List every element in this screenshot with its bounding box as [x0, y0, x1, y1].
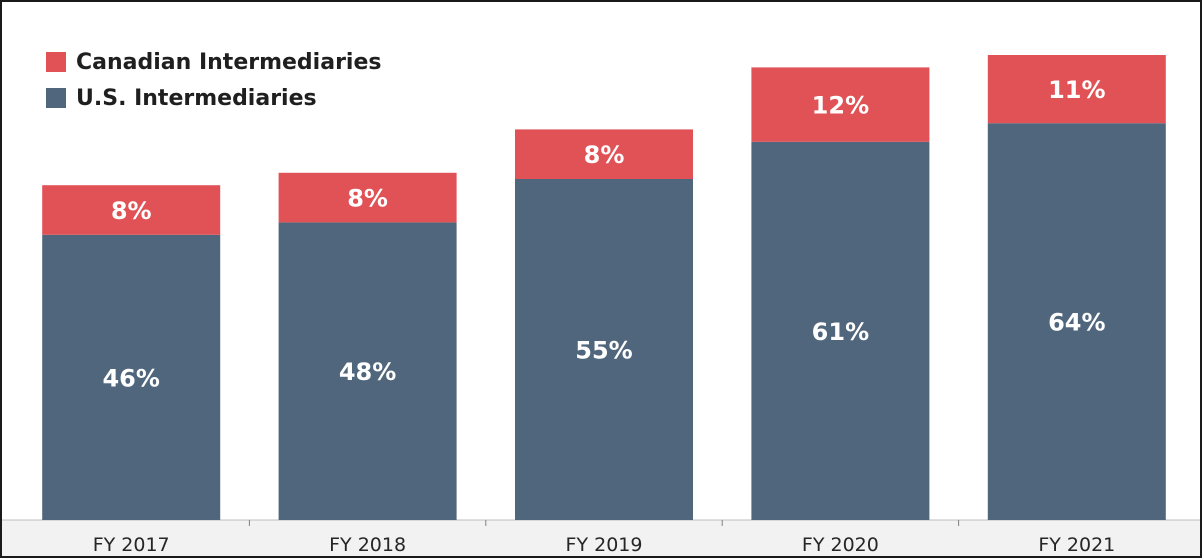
legend-item-us: U.S. Intermediaries [46, 80, 381, 116]
data-label-us-fy-2018: 48% [339, 358, 396, 386]
data-label-us-fy-2021: 64% [1048, 309, 1105, 337]
x-tick-label-fy-2019: FY 2019 [566, 534, 643, 556]
data-label-canadian-fy-2020: 12% [812, 92, 869, 120]
legend-label-canadian: Canadian Intermediaries [76, 49, 382, 75]
x-tick-label-fy-2017: FY 2017 [93, 534, 170, 556]
x-tick-label-fy-2020: FY 2020 [802, 534, 879, 556]
x-tick-label-fy-2021: FY 2021 [1038, 534, 1115, 556]
bar-us-fy-2018 [278, 222, 457, 520]
legend-swatch-us [46, 88, 66, 108]
data-label-canadian-fy-2019: 8% [584, 141, 625, 169]
bar-canadian-fy-2020 [751, 67, 930, 142]
data-label-us-fy-2020: 61% [812, 318, 869, 346]
data-label-canadian-fy-2018: 8% [347, 185, 388, 213]
legend-label-us: U.S. Intermediaries [76, 85, 317, 111]
x-axis-band [2, 520, 1200, 556]
bar-us-fy-2020 [751, 141, 930, 521]
data-label-canadian-fy-2021: 11% [1048, 76, 1105, 104]
chart-legend: Canadian Intermediaries U.S. Intermediar… [46, 44, 381, 116]
data-label-us-fy-2017: 46% [102, 364, 159, 392]
legend-swatch-canadian [46, 52, 66, 72]
bar-canadian-fy-2021 [987, 55, 1166, 124]
bar-canadian-fy-2017 [42, 185, 221, 235]
bar-canadian-fy-2018 [278, 172, 457, 223]
bar-us-fy-2019 [515, 179, 693, 520]
bar-us-fy-2017 [42, 234, 221, 521]
x-tick-label-fy-2018: FY 2018 [329, 534, 406, 556]
data-label-us-fy-2019: 55% [575, 337, 632, 365]
data-label-canadian-fy-2017: 8% [111, 197, 152, 225]
legend-item-canadian: Canadian Intermediaries [46, 44, 381, 80]
bar-canadian-fy-2019 [515, 129, 693, 179]
bar-us-fy-2021 [987, 123, 1166, 520]
